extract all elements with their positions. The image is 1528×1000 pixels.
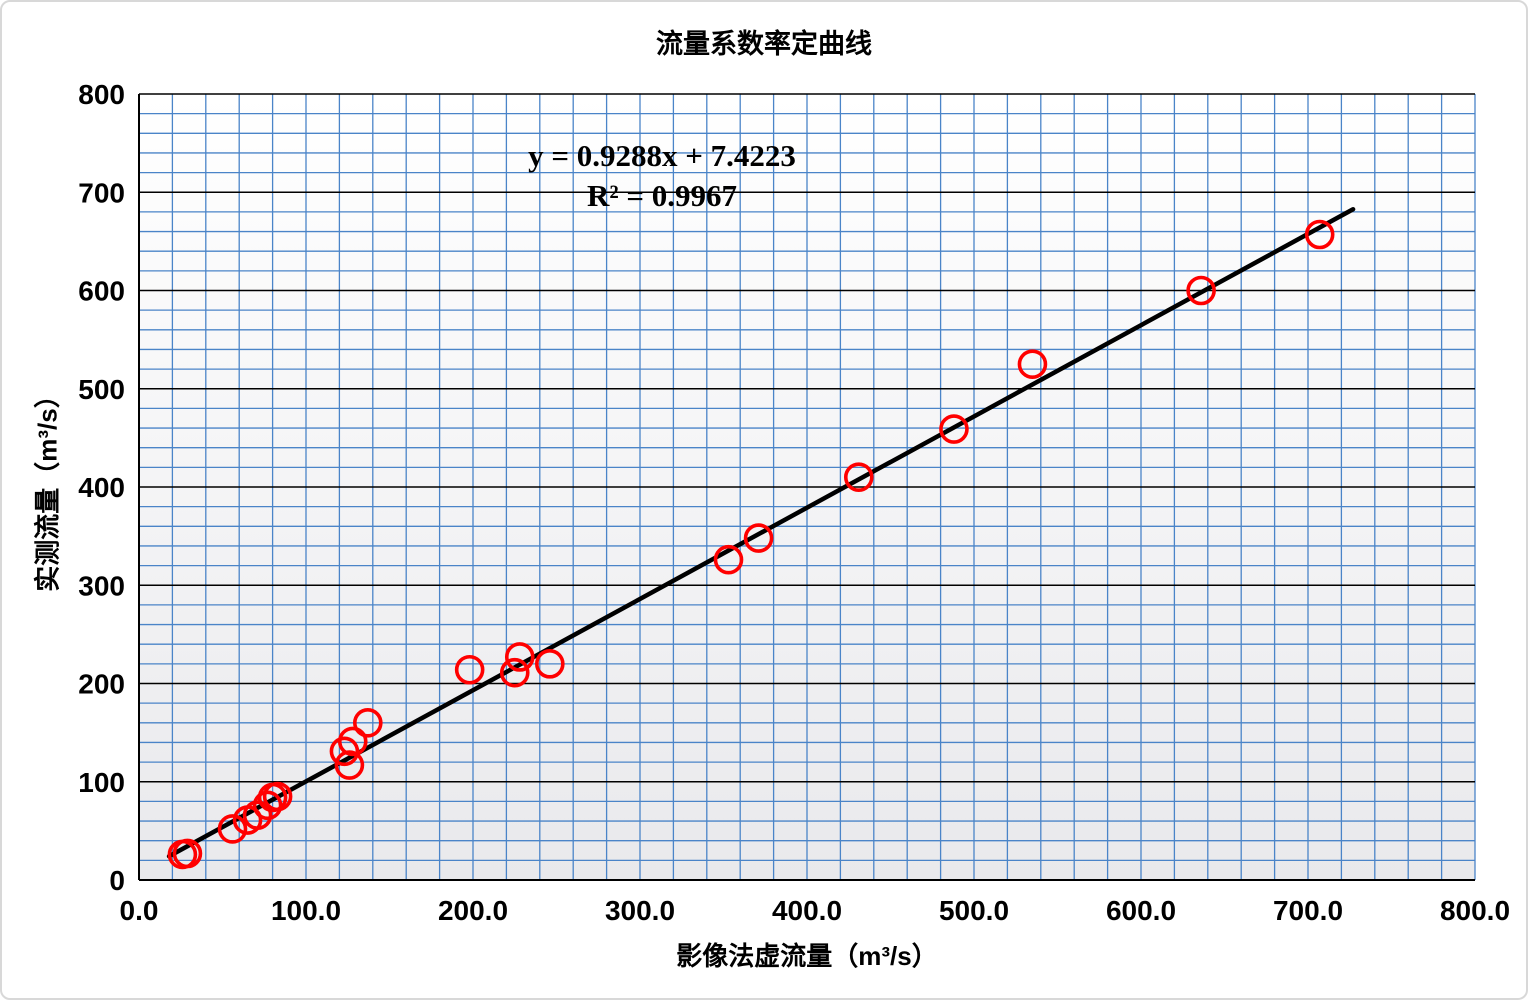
y-tick-label: 300 — [78, 570, 125, 601]
y-tick-label: 100 — [78, 767, 125, 798]
data-point-marker — [329, 736, 360, 767]
data-point-marker — [337, 726, 368, 757]
data-point-marker — [172, 838, 203, 869]
y-tick-label: 600 — [78, 276, 125, 307]
y-tick-label: 500 — [78, 374, 125, 405]
x-tick-label: 600.0 — [1106, 895, 1176, 926]
y-tick-label: 400 — [78, 472, 125, 503]
trend-line — [166, 207, 1356, 859]
x-tick-label: 0.0 — [120, 895, 159, 926]
x-tick-label: 200.0 — [438, 895, 508, 926]
data-point-marker — [217, 814, 248, 844]
x-tick-label: 800.0 — [1440, 895, 1510, 926]
data-point-marker — [713, 544, 744, 575]
data-point-marker — [843, 462, 874, 492]
x-axis-title: 影像法虚流量（m³/s） — [676, 941, 938, 971]
data-point-marker — [743, 523, 774, 553]
data-point-marker — [499, 657, 530, 688]
r-squared-line: R² = 0.9967 — [586, 178, 738, 213]
data-point-marker — [1017, 349, 1048, 379]
x-tick-label: 100.0 — [271, 895, 341, 926]
chart-title: 流量系数率定曲线 — [656, 29, 872, 59]
data-point-marker — [1304, 219, 1335, 250]
data-point-marker — [535, 649, 565, 679]
equation-line: y = 0.9288x + 7.4223 — [528, 138, 796, 173]
x-tick-label: 400.0 — [772, 895, 842, 926]
data-point-marker — [1186, 275, 1216, 306]
y-tick-label: 200 — [78, 669, 125, 700]
trendline-equation: y = 0.9288x + 7.4223 R² = 0.9967 — [457, 136, 867, 216]
data-point-marker — [939, 414, 969, 444]
x-tick-label: 700.0 — [1273, 895, 1343, 926]
y-tick-label: 800 — [78, 79, 125, 110]
x-tick-label: 300.0 — [605, 895, 675, 926]
y-tick-label: 0 — [109, 865, 125, 896]
y-axis-title: 实测流量（m³/s） — [32, 382, 63, 592]
x-tick-label: 500.0 — [939, 895, 1009, 926]
data-point-marker — [454, 654, 485, 685]
data-point-marker — [352, 707, 383, 738]
data-point-marker — [334, 750, 365, 780]
data-point-marker — [504, 642, 535, 672]
y-tick-label: 700 — [78, 177, 125, 208]
data-point-marker — [242, 800, 273, 830]
data-point-marker — [262, 781, 293, 812]
